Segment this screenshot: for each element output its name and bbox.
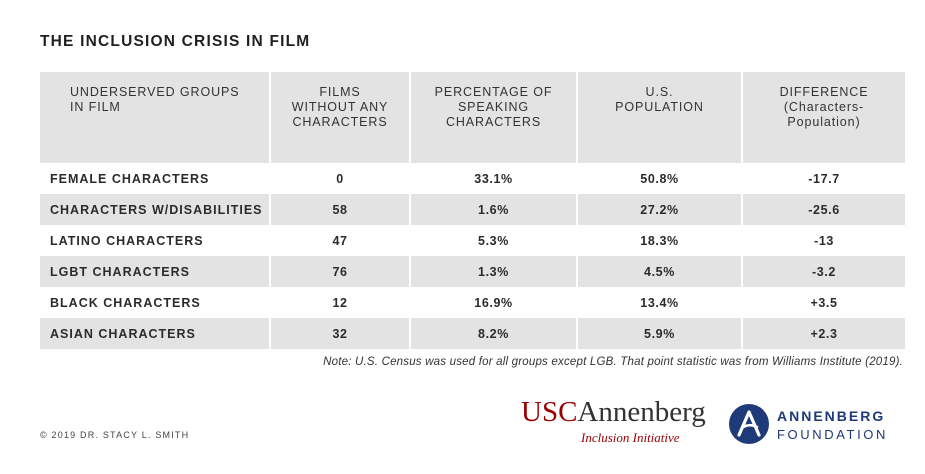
inclusion-table: UNDERSERVED GROUPS IN FILM FILMS WITHOUT… (40, 72, 905, 349)
cell-population: 5.9% (577, 318, 743, 349)
cell-population: 4.5% (577, 256, 743, 287)
usc-annenberg-wordmark: USCAnnenberg (521, 396, 711, 428)
cell-percentage: 8.2% (410, 318, 578, 349)
annenberg-foundation-logo: ANNENBERG FOUNDATION (727, 402, 907, 452)
annenberg-wordmark-part: Annenberg (577, 396, 706, 428)
copyright-text: © 2019 DR. STACY L. SMITH (40, 430, 190, 440)
cell-group: CHARACTERS W/DISABILITIES (40, 194, 271, 225)
cell-difference: -3.2 (742, 256, 905, 287)
table-row: CHARACTERS W/DISABILITIES 58 1.6% 27.2% … (40, 194, 905, 225)
source-note: Note: U.S. Census was used for all group… (323, 356, 903, 368)
table-row: ASIAN CHARACTERS 32 8.2% 5.9% +2.3 (40, 318, 905, 349)
cell-difference: -17.7 (742, 163, 905, 194)
table-row: FEMALE CHARACTERS 0 33.1% 50.8% -17.7 (40, 163, 905, 194)
inclusion-initiative-subtitle: Inclusion Initiative (581, 430, 680, 445)
cell-difference: -25.6 (742, 194, 905, 225)
table-row: BLACK CHARACTERS 12 16.9% 13.4% +3.5 (40, 287, 905, 318)
annenberg-a-circle-icon (729, 404, 769, 444)
foundation-name-line1: ANNENBERG (777, 408, 886, 424)
cell-films-without: 58 (270, 194, 411, 225)
column-header-difference: DIFFERENCE (Characters- Population) (779, 85, 869, 129)
inclusion-table-container: UNDERSERVED GROUPS IN FILM FILMS WITHOUT… (40, 72, 905, 349)
cell-group: LGBT CHARACTERS (40, 256, 271, 287)
cell-population: 50.8% (577, 163, 743, 194)
cell-percentage: 33.1% (410, 163, 578, 194)
usc-annenberg-logo: USCAnnenberg Inclusion Initiative (521, 396, 711, 456)
cell-group: LATINO CHARACTERS (40, 225, 271, 256)
foundation-name-line2: FOUNDATION (777, 427, 888, 442)
table-row: LATINO CHARACTERS 47 5.3% 18.3% -13 (40, 225, 905, 256)
cell-population: 13.4% (577, 287, 743, 318)
cell-films-without: 47 (270, 225, 411, 256)
cell-films-without: 12 (270, 287, 411, 318)
column-header-percentage: PERCENTAGE OF SPEAKING CHARACTERS (410, 72, 578, 163)
column-header-population: U.S. POPULATION (577, 72, 743, 163)
column-header-films-without: FILMS WITHOUT ANY CHARACTERS (270, 72, 411, 163)
page-title: THE INCLUSION CRISIS IN FILM (40, 33, 311, 50)
cell-percentage: 1.3% (410, 256, 578, 287)
cell-films-without: 76 (270, 256, 411, 287)
cell-films-without: 32 (270, 318, 411, 349)
column-header-group: UNDERSERVED GROUPS IN FILM (40, 72, 271, 163)
cell-percentage: 5.3% (410, 225, 578, 256)
usc-wordmark-part: USC (521, 396, 578, 428)
cell-difference: -13 (742, 225, 905, 256)
cell-population: 27.2% (577, 194, 743, 225)
table-header-row: UNDERSERVED GROUPS IN FILM FILMS WITHOUT… (40, 72, 905, 163)
cell-group: BLACK CHARACTERS (40, 287, 271, 318)
table-row: LGBT CHARACTERS 76 1.3% 4.5% -3.2 (40, 256, 905, 287)
cell-difference: +2.3 (742, 318, 905, 349)
cell-difference: +3.5 (742, 287, 905, 318)
cell-percentage: 1.6% (410, 194, 578, 225)
cell-group: FEMALE CHARACTERS (40, 163, 271, 194)
cell-group: ASIAN CHARACTERS (40, 318, 271, 349)
table-body: FEMALE CHARACTERS 0 33.1% 50.8% -17.7 CH… (40, 163, 905, 349)
cell-population: 18.3% (577, 225, 743, 256)
cell-percentage: 16.9% (410, 287, 578, 318)
cell-films-without: 0 (270, 163, 411, 194)
